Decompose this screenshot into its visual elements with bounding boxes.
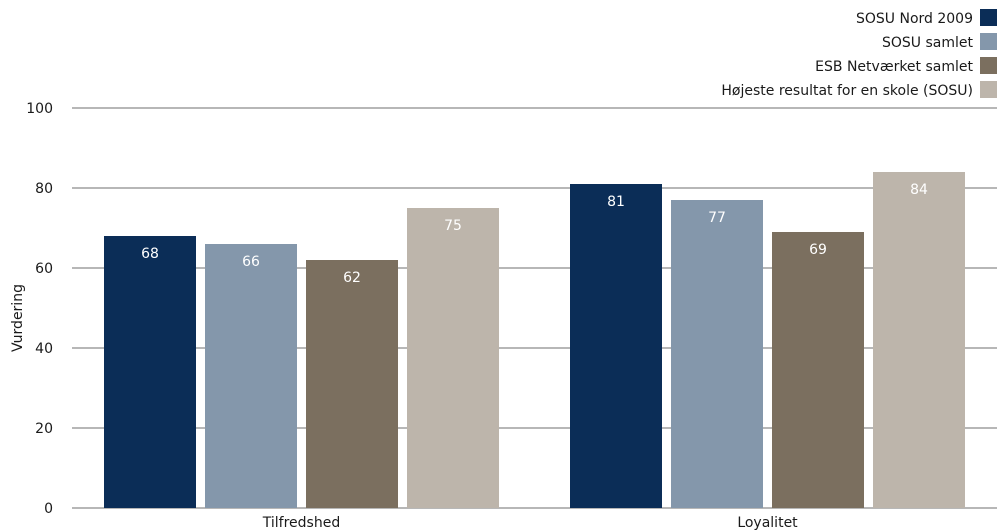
- legend-swatch: [980, 33, 997, 50]
- y-tick-label: 0: [44, 501, 53, 517]
- data-label: 84: [910, 182, 928, 198]
- bar: [570, 184, 662, 508]
- data-label: 81: [607, 194, 625, 210]
- category-labels: Tilfredshed Loyalitet: [262, 515, 798, 531]
- legend-label: SOSU samlet: [882, 35, 974, 51]
- bar: [306, 260, 398, 508]
- bar: [671, 200, 763, 508]
- bar: [772, 232, 864, 508]
- y-axis-ticks: 0 20 40 60 80 100: [26, 101, 53, 517]
- data-label: 68: [141, 246, 159, 262]
- bar: [205, 244, 297, 508]
- y-tick-label: 20: [35, 421, 53, 437]
- legend-label: SOSU Nord 2009: [856, 11, 973, 27]
- legend: SOSU Nord 2009 SOSU samlet ESB Netværket s…: [721, 9, 997, 99]
- y-tick-label: 60: [35, 261, 53, 277]
- legend-swatch: [980, 9, 997, 26]
- category-label: Loyalitet: [737, 515, 798, 531]
- y-axis-label: Vurdering: [10, 284, 26, 352]
- legend-label: Højeste resultat for en skole (SOSU): [721, 83, 973, 99]
- y-tick-label: 80: [35, 181, 53, 197]
- data-label: 75: [444, 218, 462, 234]
- data-label: 62: [343, 270, 361, 286]
- bar: [104, 236, 196, 508]
- legend-label: ESB Netværket samlet: [815, 59, 973, 75]
- data-labels: 68 81 66 77 62 69 75 84: [141, 182, 928, 286]
- data-label: 77: [708, 210, 726, 226]
- legend-swatch: [980, 57, 997, 74]
- legend-swatch: [980, 81, 997, 98]
- bars: [104, 172, 965, 508]
- data-label: 66: [242, 254, 260, 270]
- data-label: 69: [809, 242, 827, 258]
- y-tick-label: 40: [35, 341, 53, 357]
- y-tick-label: 100: [26, 101, 53, 117]
- bar: [407, 208, 499, 508]
- category-label: Tilfredshed: [262, 515, 340, 531]
- bar: [873, 172, 965, 508]
